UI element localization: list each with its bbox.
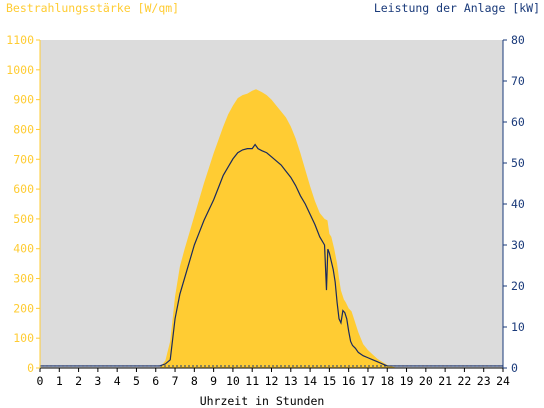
y-right-axis-ticks: 0 10 20 30 40 50 60 70 80 (503, 33, 525, 375)
x-tick-label: 22 (457, 374, 471, 388)
x-tick-label: 3 (94, 374, 101, 388)
x-tick-label: 21 (438, 374, 452, 388)
y-left-tick-label: 1100 (6, 33, 34, 47)
x-tick-label: 18 (380, 374, 394, 388)
x-tick-label: 7 (172, 374, 179, 388)
x-tick-label: 2 (75, 374, 82, 388)
y-left-tick-label: 200 (13, 301, 34, 315)
y-right-tick-label: 0 (511, 361, 518, 375)
y-left-tick-label: 300 (13, 272, 34, 286)
x-tick-label: 4 (114, 374, 121, 388)
y-left-tick-label: 0 (27, 361, 34, 375)
y-right-tick-label: 30 (511, 238, 525, 252)
y-left-tick-label: 1000 (6, 63, 34, 77)
x-axis-ticks: 0 1 2 3 4 5 6 7 8 9 10 11 12 13 14 15 16 17 18 19 20 21 22 23 24 (37, 368, 510, 388)
power-line (40, 143, 503, 367)
x-tick-label: 14 (303, 374, 317, 388)
x-tick-label: 19 (400, 374, 414, 388)
y-right-tick-label: 50 (511, 156, 525, 170)
irradiance-area (40, 89, 503, 368)
y-right-tick-label: 60 (511, 115, 525, 129)
left-axis-title: Bestrahlungsstärke [W/qm] (6, 1, 179, 15)
x-tick-label: 10 (226, 374, 240, 388)
y-left-tick-label: 700 (13, 152, 34, 166)
y-left-axis-ticks: 0 100 200 300 400 500 600 700 800 900 1000 1100 (6, 33, 40, 375)
x-tick-label: 20 (419, 374, 433, 388)
y-left-tick-label: 400 (13, 242, 34, 256)
y-right-tick-label: 40 (511, 197, 525, 211)
x-tick-label: 6 (152, 374, 159, 388)
right-axis-title: Leistung der Anlage [kW] (374, 1, 540, 15)
y-left-tick-label: 100 (13, 331, 34, 345)
y-right-tick-label: 80 (511, 33, 525, 47)
x-tick-label: 8 (191, 374, 198, 388)
x-tick-label: 17 (361, 374, 375, 388)
y-left-tick-label: 800 (13, 122, 34, 136)
y-right-tick-label: 10 (511, 320, 525, 334)
x-tick-label: 5 (133, 374, 140, 388)
x-tick-label: 11 (245, 374, 259, 388)
x-tick-label: 24 (496, 374, 510, 388)
x-tick-label: 1 (56, 374, 63, 388)
y-right-tick-label: 20 (511, 279, 525, 293)
x-tick-label: 16 (342, 374, 356, 388)
y-left-tick-label: 500 (13, 212, 34, 226)
x-tick-label: 13 (284, 374, 298, 388)
x-tick-label: 0 (37, 374, 44, 388)
x-tick-label: 9 (210, 374, 217, 388)
x-axis-label: Uhrzeit in Stunden (200, 394, 325, 408)
y-right-tick-label: 70 (511, 74, 525, 88)
x-tick-label: 15 (322, 374, 336, 388)
x-tick-label: 23 (477, 374, 491, 388)
x-tick-label: 12 (265, 374, 279, 388)
y-left-tick-label: 900 (13, 93, 34, 107)
y-left-tick-label: 600 (13, 182, 34, 196)
